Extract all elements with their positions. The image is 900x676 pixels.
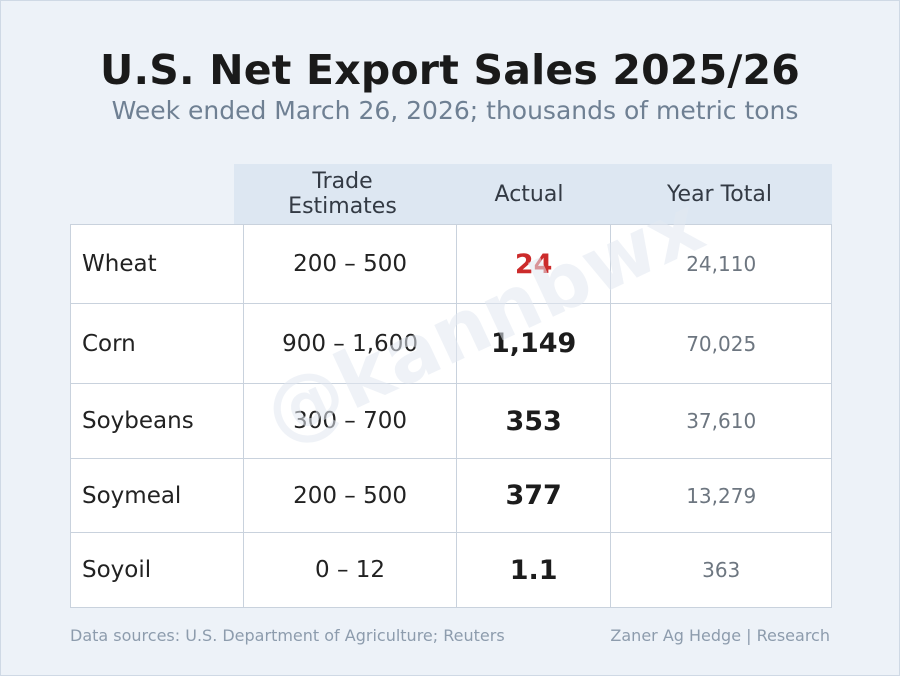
table-row-soymeal: Soymeal 200 – 500 377 13,279 [69, 458, 832, 533]
estimates-cell: 900 – 1,600 [243, 303, 457, 384]
table-row-soyoil: Soyoil 0 – 12 1.1 363 [69, 532, 832, 608]
header-trade-estimates-line1: Trade [312, 169, 373, 194]
actual-cell: 377 [455, 458, 612, 533]
table-row-soybeans: Soybeans 300 – 700 353 37,610 [69, 383, 832, 459]
header-year-total: Year Total [667, 181, 772, 207]
year-total-cell: 70,025 [610, 303, 832, 384]
table-header-band [234, 164, 832, 224]
table-row-corn: Corn 900 – 1,600 1,149 70,025 [69, 303, 832, 384]
year-total-cell: 13,279 [610, 458, 832, 533]
page-title: U.S. Net Export Sales 2025/26 [100, 46, 800, 94]
commodity-cell: Soyoil [69, 532, 245, 608]
header-actual: Actual [494, 181, 564, 207]
export-sales-table: Wheat 200 – 500 24 24,110 Corn 900 – 1,6… [69, 224, 832, 608]
commodity-cell: Soymeal [69, 458, 245, 533]
table-row-wheat: Wheat 200 – 500 24 24,110 [69, 224, 832, 304]
header-trade-estimates: Trade Estimates [234, 164, 451, 224]
actual-cell-highlighted: 24 [455, 224, 612, 304]
actual-cell: 1,149 [455, 303, 612, 384]
year-total-cell: 24,110 [610, 224, 832, 304]
header-trade-estimates-line2: Estimates [288, 194, 397, 219]
page-subtitle: Week ended March 26, 2026; thousands of … [111, 96, 799, 125]
commodity-cell: Corn [69, 303, 245, 384]
footer-credit: Zaner Ag Hedge | Research [610, 626, 830, 645]
estimates-cell: 200 – 500 [243, 224, 457, 304]
actual-cell: 1.1 [455, 532, 612, 608]
year-total-cell: 363 [610, 532, 832, 608]
commodity-cell: Wheat [69, 224, 245, 304]
footer-sources: Data sources: U.S. Department of Agricul… [70, 626, 505, 645]
year-total-cell: 37,610 [610, 383, 832, 459]
estimates-cell: 0 – 12 [243, 532, 457, 608]
estimates-cell: 200 – 500 [243, 458, 457, 533]
actual-cell: 353 [455, 383, 612, 459]
estimates-cell: 300 – 700 [243, 383, 457, 459]
commodity-cell: Soybeans [69, 383, 245, 459]
